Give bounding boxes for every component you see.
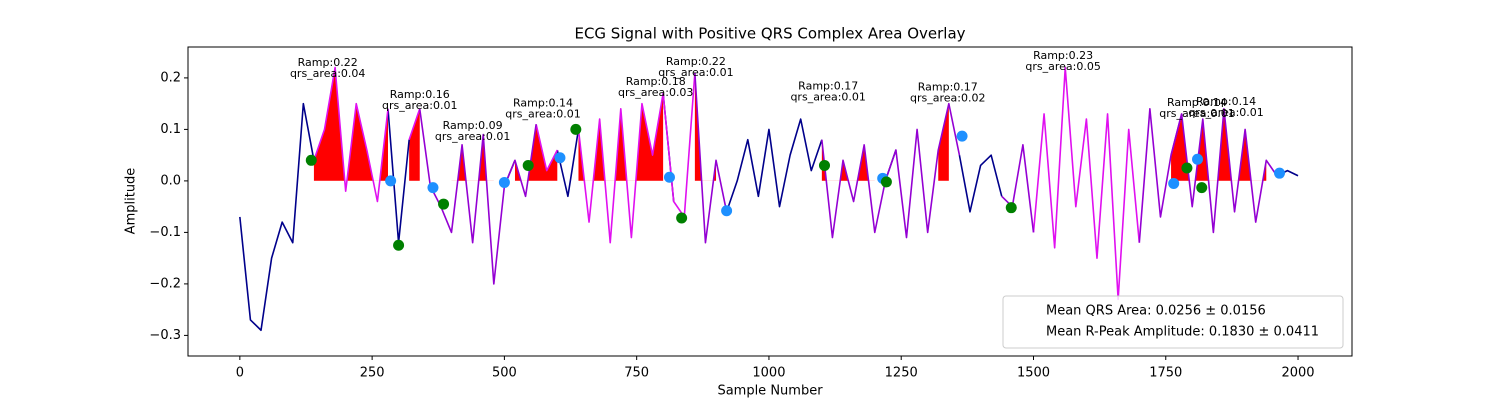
annotation-text: qrs_area:0.03 [618,86,693,99]
x-tick-label: 1000 [752,366,785,381]
x-axis-label: Sample Number [717,384,823,399]
peak-marker [554,152,566,164]
peak-marker [663,171,675,183]
x-tick-label: 500 [492,366,517,381]
qrs-area [313,67,388,181]
qrs-area [409,108,420,181]
legend-entry: Mean R-Peak Amplitude: 0.1830 ± 0.0411 [1046,325,1319,340]
signal-line [418,72,1278,285]
y-tick-label: 0.0 [160,173,181,188]
annotation-text: Ramp:0.14 [1167,96,1227,109]
x-tick-label: 1500 [1017,366,1050,381]
annotation-text: Ramp:0.17 [798,80,858,93]
annotation-text: Ramp:0.22 [298,56,358,69]
x-tick-label: 1250 [885,366,918,381]
peak-marker [305,154,317,166]
qrs-area [578,93,664,181]
x-tick-label: 2000 [1281,366,1314,381]
annotation-text: qrs_area:0.01 [435,130,510,143]
annotation-text: qrs_area:0.04 [290,67,365,80]
y-tick-label: 0.1 [160,122,181,137]
chart-title: ECG Signal with Positive QRS Complex Are… [574,25,965,43]
annotation-text: qrs_area:0.01 [505,108,580,121]
annotation-text: qrs_area:0.01 [1159,107,1234,120]
peak-marker [721,205,733,217]
peak-marker [1181,162,1193,174]
annotation-text: qrs_area:0.01 [382,99,457,112]
x-tick-label: 0 [236,366,244,381]
peak-marker [570,123,582,135]
peak-marker [956,130,968,142]
qrs-area [1171,108,1267,181]
annotation-text: qrs_area:0.02 [910,92,985,105]
annotation-text: qrs_area:0.01 [1188,106,1263,119]
annotation-text: Ramp:0.14 [1196,95,1256,108]
y-tick-label: −0.3 [149,328,181,343]
x-tick-label: 750 [624,366,649,381]
annotation-text: Ramp:0.09 [443,119,503,132]
annotation-text: qrs_area:0.05 [1025,60,1100,73]
peak-marker [676,212,688,224]
qrs-area [938,103,949,181]
qrs-area [694,72,717,181]
annotation-text: qrs_area:0.01 [658,66,733,79]
peak-marker [427,182,439,194]
annotation-text: Ramp:0.14 [513,97,573,110]
qrs-area [514,124,558,181]
signal-line [313,66,1183,301]
qrs-area [821,139,869,181]
signal-line [239,93,1299,332]
peak-marker [522,159,534,171]
annotation-text: Ramp:0.16 [390,88,450,101]
peak-marker [1274,167,1286,179]
annotation-text: Ramp:0.22 [666,55,726,68]
y-tick-label: 0.2 [160,70,181,85]
x-tick-label: 1750 [1149,366,1182,381]
peak-marker [498,176,510,188]
peak-marker [393,239,405,251]
annotation-text: qrs_area:0.01 [790,91,865,104]
peak-marker [1005,202,1017,214]
peak-marker [385,175,397,187]
peak-marker [438,198,450,210]
peak-marker [1196,182,1208,194]
y-tick-label: −0.1 [149,225,181,240]
qrs-area [457,134,487,181]
plot-frame [187,46,1353,357]
legend-box [1002,295,1344,349]
peak-marker [1168,177,1180,189]
peak-marker [818,159,830,171]
y-tick-label: −0.2 [149,276,181,291]
y-axis-label: Amplitude [124,168,139,235]
annotation-text: Ramp:0.18 [626,75,686,88]
legend-entry: Mean QRS Area: 0.0256 ± 0.0156 [1046,304,1266,319]
annotation-text: Ramp:0.23 [1033,49,1093,62]
annotation-text: Ramp:0.17 [918,81,978,94]
peak-marker [1192,153,1204,165]
peak-marker [880,176,892,188]
x-tick-label: 250 [360,366,385,381]
